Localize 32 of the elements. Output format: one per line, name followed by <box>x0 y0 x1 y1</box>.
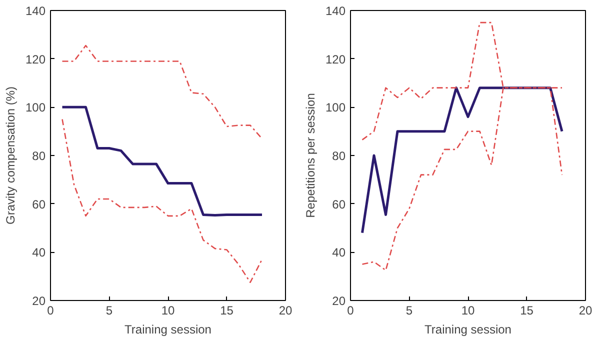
line-series <box>62 118 263 284</box>
x-tick-label: 15 <box>520 304 534 318</box>
line-series <box>61 106 264 216</box>
x-tick-label: 5 <box>106 304 113 318</box>
y-tick-label: 20 <box>32 294 46 308</box>
y-tick-label: 80 <box>32 149 46 163</box>
y-tick-label: 120 <box>25 52 46 66</box>
x-tick-label: 5 <box>406 304 413 318</box>
x-tick-label: 0 <box>47 304 54 318</box>
x-tick-label: 20 <box>578 304 592 318</box>
line-series <box>62 44 263 140</box>
y-tick-label: 40 <box>32 246 46 260</box>
x-axis-title: Training session <box>124 322 212 336</box>
y-tick-label: 100 <box>325 100 346 115</box>
y-axis-title: Gravity compensation (%) <box>3 86 18 225</box>
y-tick-label: 80 <box>332 149 346 163</box>
x-tick-label: 10 <box>161 304 175 318</box>
x-tick-label: 10 <box>461 304 475 318</box>
x-axis-title: Training session <box>424 322 512 336</box>
y-tick-label: 120 <box>325 52 346 66</box>
y-tick-label: 140 <box>25 4 46 18</box>
y-tick-label: 100 <box>25 100 46 115</box>
y-tick-label: 60 <box>32 197 46 212</box>
line-series <box>361 86 564 234</box>
y-tick-label: 140 <box>325 4 346 18</box>
y-tick-label: 20 <box>332 294 346 308</box>
y-tick-label: 40 <box>332 246 346 260</box>
y-axis-title: Repetitions per session <box>303 93 318 218</box>
y-tick-label: 60 <box>332 197 346 212</box>
x-tick-label: 15 <box>220 304 234 318</box>
x-tick-label: 20 <box>278 304 292 318</box>
x-tick-label: 0 <box>347 304 354 318</box>
